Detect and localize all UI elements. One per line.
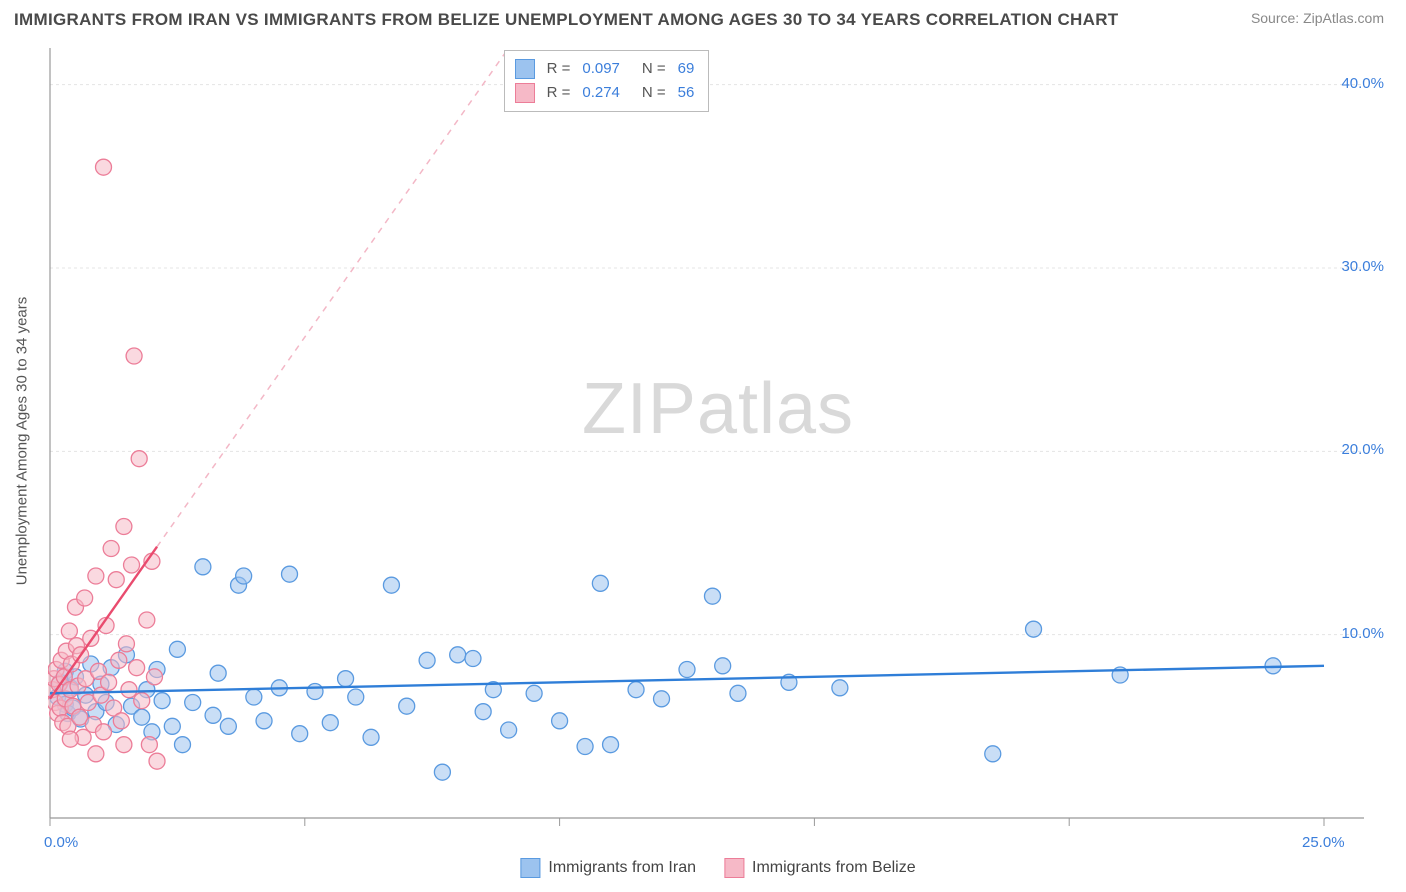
swatch-icon	[515, 59, 535, 79]
correlation-legend: R = 0.097 N = 69 R = 0.274 N = 56	[504, 50, 710, 112]
chart-title: IMMIGRANTS FROM IRAN VS IMMIGRANTS FROM …	[14, 10, 1118, 30]
plot-wrap: Unemployment Among Ages 30 to 34 years Z…	[48, 46, 1388, 836]
legend-corr-row: R = 0.097 N = 69	[515, 57, 695, 81]
swatch-icon	[724, 858, 744, 878]
y-tick-label: 30.0%	[1341, 258, 1384, 275]
n-value: 69	[678, 57, 695, 81]
x-tick-label: 25.0%	[1302, 834, 1345, 851]
y-tick-label: 40.0%	[1341, 75, 1384, 92]
source-label: Source: ZipAtlas.com	[1251, 10, 1384, 26]
legend-label: Immigrants from Belize	[752, 859, 916, 877]
y-tick-label: 10.0%	[1341, 625, 1384, 642]
r-label: R =	[547, 81, 571, 105]
scatter-plot	[48, 46, 1388, 836]
r-value: 0.274	[582, 81, 620, 105]
legend-item: Immigrants from Iran	[520, 858, 696, 878]
x-tick-label: 0.0%	[44, 834, 78, 851]
series-legend: Immigrants from Iran Immigrants from Beli…	[520, 858, 915, 878]
legend-label: Immigrants from Iran	[548, 859, 696, 877]
swatch-icon	[515, 83, 535, 103]
n-label: N =	[642, 81, 666, 105]
y-tick-label: 20.0%	[1341, 441, 1384, 458]
r-value: 0.097	[582, 57, 620, 81]
n-value: 56	[678, 81, 695, 105]
swatch-icon	[520, 858, 540, 878]
legend-corr-row: R = 0.274 N = 56	[515, 81, 695, 105]
r-label: R =	[547, 57, 571, 81]
y-axis-label: Unemployment Among Ages 30 to 34 years	[14, 297, 31, 586]
legend-item: Immigrants from Belize	[724, 858, 916, 878]
n-label: N =	[642, 57, 666, 81]
